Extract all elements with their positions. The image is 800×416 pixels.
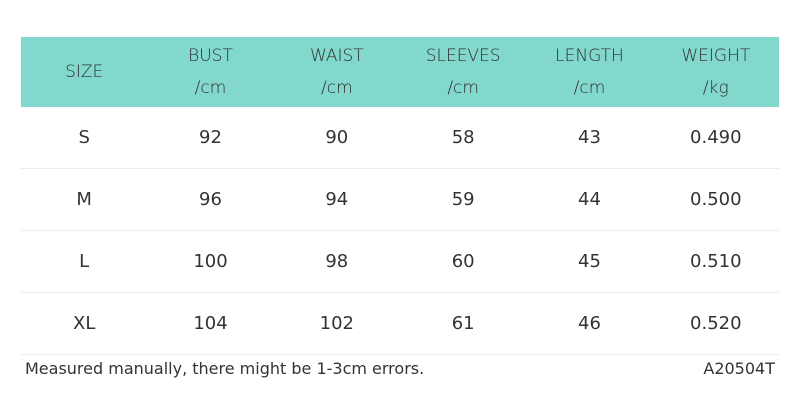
table-cell: 90 (325, 127, 349, 148)
header-unit: /cm (321, 78, 353, 98)
product-code: A20504T (703, 359, 775, 378)
table-cell: 61 (451, 313, 475, 334)
measurement-note: Measured manually, there might be 1-3cm … (25, 359, 425, 378)
table-cell: L (79, 251, 90, 272)
table-cell: 45 (578, 251, 601, 272)
table-cell: S (78, 127, 90, 148)
table-cell: 100 (193, 251, 228, 272)
table-cell: 104 (193, 313, 228, 334)
size-chart-table: SIZE BUST/cm WAIST/cm SLEEVES/cm LENGTH /… (21, 37, 779, 355)
header-label: BUST (188, 46, 233, 66)
table-row: XL 104 102 61 46 0.520 (21, 293, 779, 355)
table-cell: 102 (319, 313, 354, 334)
table-cell: 43 (578, 127, 601, 148)
header-unit: /cm (194, 78, 227, 98)
header-bust: BUST/cm (147, 37, 273, 107)
header-unit: /kg (702, 78, 729, 98)
table-header: SIZE BUST/cm WAIST/cm SLEEVES/cm LENGTH /… (21, 37, 779, 107)
table-cell: XL (72, 313, 96, 334)
table-cell: M (76, 189, 92, 210)
table-cell: 0.490 (690, 127, 742, 148)
table-cell: 46 (578, 313, 601, 334)
header-weight: WEIGHT/kg (653, 37, 779, 107)
table-row: S 92 90 58 43 0.490 (21, 107, 779, 169)
header-label: LENGTH (555, 46, 624, 66)
header-label: SIZE (65, 62, 104, 82)
header-length: LENGTH/cm (526, 37, 652, 107)
table-row: M 96 94 59 44 0.500 (21, 169, 779, 231)
header-sleeves: SLEEVES/cm (400, 37, 526, 107)
header-label: WAIST (309, 46, 364, 66)
table-cell: 92 (199, 127, 222, 148)
header-label: WEIGHT (681, 46, 751, 66)
table-cell: 59 (451, 189, 475, 210)
table-row: L 100 98 60 45 0.510 (21, 231, 779, 293)
header-waist: WAIST/cm (274, 37, 400, 107)
table-cell: 98 (325, 251, 349, 272)
table-cell: 60 (451, 251, 475, 272)
table-cell: 94 (325, 189, 349, 210)
header-unit: /cm (573, 78, 606, 98)
header-unit: /cm (447, 78, 479, 98)
table-cell: 58 (451, 127, 475, 148)
table-cell: 0.520 (690, 313, 742, 334)
header-size: SIZE (21, 37, 147, 107)
table-cell: 96 (199, 189, 222, 210)
table-cell: 0.510 (690, 251, 742, 272)
table-cell: 44 (578, 189, 601, 210)
header-label: SLEEVES (425, 46, 501, 66)
table-cell: 0.500 (690, 189, 742, 210)
